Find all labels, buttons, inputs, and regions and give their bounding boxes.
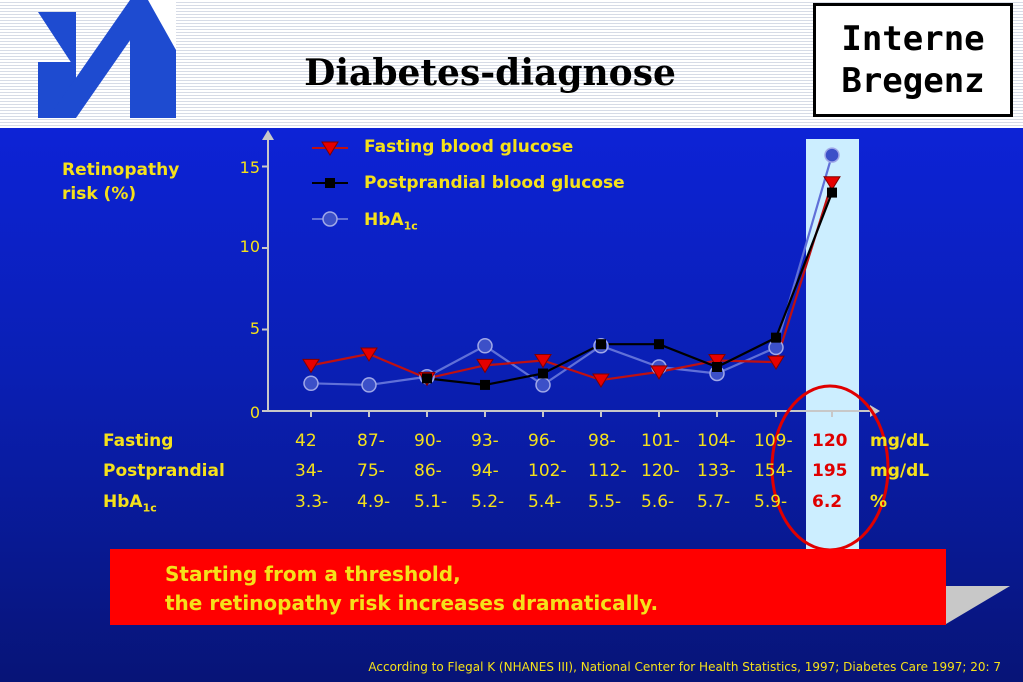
legend-hba1c-main: HbA	[364, 210, 404, 230]
row-label-hba1c-main: HbA	[103, 492, 143, 512]
table-cell: 75-	[357, 461, 385, 481]
data-point	[824, 147, 840, 163]
table-cell: 5.6-	[641, 492, 675, 512]
y-axis-label-line-1: Retinopathy	[62, 160, 180, 180]
table-cell: 34-	[295, 461, 323, 481]
data-point	[422, 373, 432, 384]
y-axis-label-line-2: risk (%)	[62, 184, 137, 204]
data-point	[538, 368, 548, 379]
table-cell: 5.1-	[414, 492, 448, 512]
table-cell: 90-	[414, 431, 442, 451]
y-tick-label: 15	[239, 158, 260, 177]
y-tick-label: 5	[249, 319, 260, 338]
data-point	[302, 358, 320, 374]
chart-markers	[302, 147, 841, 393]
unit-hba1c: %	[870, 492, 888, 512]
threshold-fasting: 120	[812, 431, 848, 451]
data-point	[303, 375, 319, 392]
table-cell: 109-	[754, 431, 793, 451]
page-title: Diabetes-diagnose	[304, 52, 676, 94]
data-point	[767, 355, 785, 371]
legend-markers	[312, 141, 348, 227]
conclusion-banner	[110, 549, 946, 625]
conclusion-text: Starting from a threshold, the retinopat…	[165, 560, 658, 618]
data-point	[476, 358, 494, 374]
legend-marker	[322, 211, 338, 227]
data-point	[480, 379, 490, 390]
unit-postprandial: mg/dL	[870, 461, 930, 481]
table-cell: 94-	[471, 461, 499, 481]
row-label-hba1c: HbA1c	[103, 492, 157, 514]
table-cell: 101-	[641, 431, 680, 451]
table-cell: 5.4-	[528, 492, 562, 512]
threshold-postprandial: 195	[812, 461, 848, 481]
data-point	[654, 339, 664, 350]
legend-marker	[325, 178, 335, 188]
table-cell: 87-	[357, 431, 385, 451]
citation: According to Flegal K (NHANES III), Nati…	[368, 660, 1001, 674]
threshold-hba1c: 6.2	[812, 492, 843, 512]
table-cell: 154-	[754, 461, 793, 481]
table-cell: 4.9-	[357, 492, 391, 512]
data-point	[827, 187, 837, 198]
conclusion-line-1: Starting from a threshold,	[165, 562, 461, 586]
chart-lines	[310, 154, 834, 387]
data-point	[708, 353, 726, 369]
badge-line-2: Bregenz	[841, 61, 985, 101]
table-cell: 5.7-	[697, 492, 731, 512]
legend-label-fasting: Fasting blood glucose	[364, 137, 574, 157]
badge-line-1: Interne	[841, 19, 985, 59]
table-cell: 102-	[528, 461, 567, 481]
legend-hba1c-sub: 1c	[403, 219, 418, 233]
table-cell: 5.2-	[471, 492, 505, 512]
institution-badge: Interne Bregenz	[813, 3, 1013, 117]
data-point	[596, 339, 606, 350]
data-point	[823, 176, 841, 191]
data-point	[712, 361, 722, 372]
row-label-hba1c-sub: 1c	[142, 501, 157, 515]
banner-shadow	[946, 586, 1010, 624]
unit-fasting: mg/dL	[870, 431, 930, 451]
chart-axes	[262, 130, 880, 417]
table-cell: 3.3-	[295, 492, 329, 512]
data-point	[771, 332, 781, 343]
highlight-column	[806, 139, 859, 559]
table-cell: 5.9-	[754, 492, 788, 512]
y-tick-label: 10	[239, 237, 260, 256]
data-point	[361, 377, 377, 393]
data-point	[592, 373, 610, 388]
row-label-postprandial: Postprandial	[103, 461, 225, 481]
data-point	[477, 338, 493, 354]
table-cell: 133-	[697, 461, 736, 481]
y-axis-label: Retinopathy risk (%)	[62, 158, 179, 206]
data-point	[534, 353, 552, 369]
legend-marker	[321, 141, 339, 156]
row-label-fasting: Fasting	[103, 431, 174, 451]
y-tick-label: 0	[249, 403, 260, 422]
table-cell: 93-	[471, 431, 499, 451]
legend-label-hba1c: HbA1c	[364, 210, 418, 232]
conclusion-line-2: the retinopathy risk increases dramatica…	[165, 591, 659, 615]
data-point	[650, 365, 668, 380]
table-cell: 104-	[697, 431, 736, 451]
y-axis-arrow	[262, 130, 274, 140]
logo	[38, 0, 176, 118]
data-point	[360, 347, 378, 362]
series-line-1	[426, 192, 834, 387]
data-point	[535, 377, 551, 393]
series-line-0	[310, 182, 834, 382]
legend-label-postprandial: Postprandial blood glucose	[364, 173, 625, 193]
table-cell: 5.5-	[588, 492, 622, 512]
table-cell: 96-	[528, 431, 556, 451]
table-cell: 112-	[588, 461, 627, 481]
table-cell: 120-	[641, 461, 680, 481]
table-cell: 86-	[414, 461, 442, 481]
table-cell: 42	[295, 431, 317, 451]
table-cell: 98-	[588, 431, 616, 451]
